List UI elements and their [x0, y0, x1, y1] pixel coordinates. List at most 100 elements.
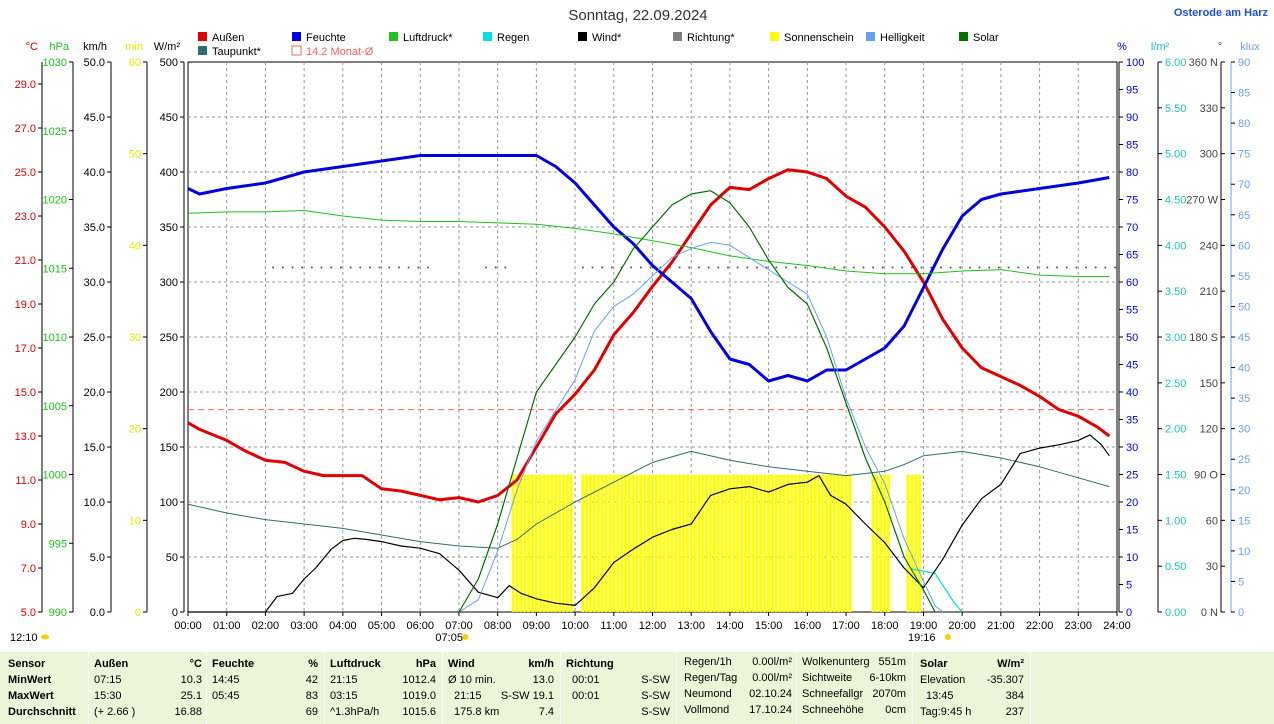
pressure-trend-dot [746, 266, 749, 269]
x-tick-label: 15:00 [755, 620, 783, 632]
right-axis-tick-label: 100 [1126, 57, 1144, 69]
sunshine-bar [747, 474, 751, 612]
legend-label: Helligkeit [880, 32, 925, 44]
left-axis-tick-label: 50 [166, 552, 178, 564]
pressure-trend-dot [949, 266, 952, 269]
sunshine-bar [585, 474, 589, 612]
pressure-trend-dot [1036, 266, 1039, 269]
right-axis-tick-label: 60 [1238, 240, 1250, 252]
right-axis-tick-label: 50 [1126, 332, 1138, 344]
right-axis-tick-label: 95 [1126, 85, 1138, 97]
pressure-trend-dot [349, 266, 352, 269]
series-line [187, 450, 1110, 549]
x-tick-label: 22:00 [1026, 620, 1054, 632]
pressure-trend-dot [291, 266, 294, 269]
legend-label: Taupunkt* [212, 46, 262, 58]
footer-regentag: 0.00l/m² [752, 672, 792, 684]
footer-feuchte-unit: % [308, 658, 318, 670]
left-axis-tick-label: 200 [160, 387, 178, 399]
sunshine-bar [554, 474, 558, 612]
right-axis-tick-label: 20 [1238, 485, 1250, 497]
pressure-trend-dot [688, 266, 691, 269]
pressure-trend-dot [397, 266, 400, 269]
sunshine-bar [678, 474, 682, 612]
sunshine-bar [542, 474, 546, 612]
right-axis-tick-label: 45 [1238, 332, 1250, 344]
pressure-trend-dot [504, 266, 507, 269]
sunshine-bar [914, 474, 918, 612]
sunshine-bar [693, 474, 697, 612]
left-axis-tick-label: 995 [49, 538, 67, 550]
left-axis-tick-label: 0.0 [90, 607, 105, 619]
x-tick-label: 06:00 [406, 620, 434, 632]
footer-aussen-max: 25.1 [180, 690, 202, 702]
sunset-icon [944, 634, 951, 640]
left-axis-unit: km/h [83, 41, 107, 53]
pressure-trend-dot [1065, 266, 1068, 269]
right-axis-tick-label: 55 [1126, 305, 1138, 317]
footer-feuchte-label: Feuchte [212, 658, 255, 670]
sunshine-bar [670, 474, 674, 612]
right-axis-tick-label: 40 [1238, 363, 1250, 375]
x-tick-label: 21:00 [987, 620, 1015, 632]
footer-elevation-label: Elevation [920, 674, 966, 686]
footer-vollmond-label: Vollmond [684, 704, 730, 716]
series-line [458, 241, 944, 613]
stats-footer: Sensor MinWert MaxWert Durchschnitt Auße… [0, 652, 1274, 724]
pressure-trend-dot [601, 266, 604, 269]
series-line [187, 210, 1110, 277]
sunshine-bar [689, 474, 693, 612]
sunshine-bar [875, 474, 879, 612]
sunshine-bar [627, 474, 631, 612]
footer-richtung-max-time: 00:01 [572, 690, 600, 702]
site-name[interactable]: Osterode am Harz [1174, 7, 1269, 19]
footer-daylength: Tag:9:45 h [920, 706, 972, 718]
pressure-trend-dot [843, 266, 846, 269]
right-axis-tick-label: 75 [1126, 195, 1138, 207]
footer-solar: Solar W/m² Elevation -35.307 13:45 384 Tag:… [920, 656, 1024, 720]
footer-schneehoehe-label: Schneehöhe [802, 704, 864, 716]
left-axis-tick-label: 19.0 [15, 299, 36, 311]
left-axis-tick-label: 150 [160, 442, 178, 454]
sunshine-bar [844, 474, 848, 612]
left-axis-tick-label: 23.0 [15, 211, 36, 223]
footer-wolken-label: Wolkenunterg [802, 656, 870, 668]
pressure-trend-dot [281, 266, 284, 269]
footer-neumond: 02.10.24 [749, 688, 792, 700]
left-axis-tick-label: 25.0 [84, 332, 105, 344]
x-tick-label: 08:00 [484, 620, 512, 632]
left-axis-unit: °C [26, 41, 38, 53]
right-axis-tick-label: 300 [1200, 149, 1218, 161]
x-tick-label: 11:00 [600, 620, 627, 632]
footer-feuchte-min-time: 14:45 [212, 674, 240, 686]
right-axis-tick-label: 180 S [1189, 332, 1218, 344]
right-axis-tick-label: 0 N [1201, 607, 1218, 619]
legend-swatch [389, 32, 398, 41]
footer-solar-max-time: 13:45 [926, 690, 954, 702]
sunshine-bar [801, 474, 805, 612]
right-axis-tick-label: 30 [1126, 442, 1138, 454]
x-tick-label: 07:00 [445, 620, 473, 632]
x-tick-label: 09:00 [523, 620, 551, 632]
pressure-trend-dot [494, 266, 497, 269]
right-axis-tick-label: 1.50 [1165, 470, 1186, 482]
moon-time: 12:10 [10, 632, 38, 644]
footer-luftdruck: Luftdruck hPa 21:15 1012.4 03:15 1019.0 ^1.… [330, 656, 436, 720]
sunshine-bar [825, 474, 829, 612]
sunshine-bar [523, 474, 527, 612]
pressure-trend-dot [630, 266, 633, 269]
left-axis-tick-label: 29.0 [15, 79, 36, 91]
x-tick-label: 17:00 [832, 620, 860, 632]
left-axis-tick-label: 300 [160, 277, 178, 289]
sunshine-bar [817, 474, 821, 612]
right-axis-tick-label: 0.50 [1165, 561, 1186, 573]
chart-axes: 00:00 01:00 02:00 03:00 04:00 05:00 06:00 07:00… [10, 41, 1260, 644]
left-axis-tick-label: 9.0 [21, 519, 36, 531]
legend-label: Regen [497, 32, 529, 44]
left-axis-tick-label: 5.0 [21, 607, 36, 619]
right-axis-tick-label: 90 [1238, 57, 1250, 69]
right-axis-tick-label: 15 [1238, 515, 1250, 527]
pressure-trend-dot [736, 266, 739, 269]
footer-sensor: Sensor MinWert MaxWert Durchschnitt [8, 656, 88, 720]
right-axis-tick-label: 270 W [1186, 195, 1218, 207]
